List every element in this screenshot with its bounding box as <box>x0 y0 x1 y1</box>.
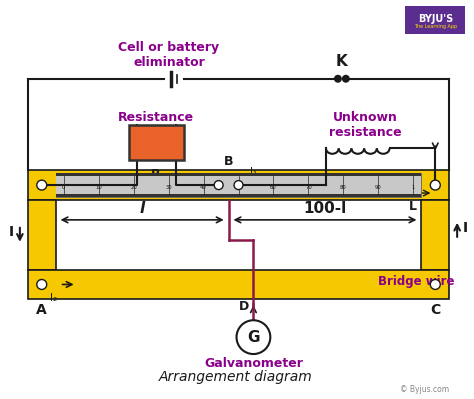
Text: K: K <box>336 54 348 69</box>
Bar <box>405 6 465 34</box>
Bar <box>28 270 449 299</box>
Text: 20: 20 <box>130 185 137 190</box>
Text: B: B <box>224 155 233 168</box>
Text: Bridge wire: Bridge wire <box>378 275 454 288</box>
Circle shape <box>342 75 350 83</box>
Text: Galvanometer: Galvanometer <box>204 357 303 370</box>
Text: BYJU'S: BYJU'S <box>418 14 453 24</box>
Text: © Byjus.com: © Byjus.com <box>400 385 449 394</box>
Text: I: I <box>9 225 14 239</box>
Text: Cell or battery
eliminator: Cell or battery eliminator <box>118 41 219 69</box>
Text: 30: 30 <box>165 185 172 190</box>
Text: 90: 90 <box>375 185 382 190</box>
Circle shape <box>430 180 440 190</box>
Circle shape <box>214 181 223 190</box>
Text: 60: 60 <box>270 185 277 190</box>
Circle shape <box>334 75 342 83</box>
Text: 1: 1 <box>412 185 415 190</box>
Bar <box>55 176 421 194</box>
Text: 100-l: 100-l <box>303 201 346 216</box>
Text: I₂: I₂ <box>50 293 57 303</box>
Text: Unknown
resistance: Unknown resistance <box>329 111 402 138</box>
Text: 0: 0 <box>62 185 65 190</box>
Text: G: G <box>247 330 260 345</box>
Bar <box>55 194 421 197</box>
Text: I: I <box>463 221 468 235</box>
Bar <box>55 173 421 197</box>
Circle shape <box>430 280 440 289</box>
Text: 50: 50 <box>235 185 242 190</box>
Circle shape <box>37 180 47 190</box>
Circle shape <box>37 280 47 289</box>
Text: l: l <box>139 201 145 216</box>
Circle shape <box>237 320 270 354</box>
Bar <box>28 170 449 200</box>
Text: I₁: I₁ <box>250 167 258 177</box>
Text: 40: 40 <box>200 185 207 190</box>
Bar <box>55 173 421 176</box>
Bar <box>421 200 449 270</box>
Text: R: R <box>151 168 161 181</box>
Text: 10: 10 <box>95 185 102 190</box>
Text: L: L <box>409 200 417 213</box>
Text: D: D <box>239 300 249 313</box>
Circle shape <box>234 181 243 190</box>
Text: Resistance
box: Resistance box <box>118 111 194 138</box>
Text: Arrangement diagram: Arrangement diagram <box>159 370 312 384</box>
Text: 80: 80 <box>340 185 347 190</box>
Text: A: A <box>36 303 47 317</box>
Bar <box>28 200 55 270</box>
Bar <box>129 125 184 160</box>
Text: 70: 70 <box>305 185 312 190</box>
Text: The Learning App: The Learning App <box>414 24 457 29</box>
Text: C: C <box>430 303 440 317</box>
